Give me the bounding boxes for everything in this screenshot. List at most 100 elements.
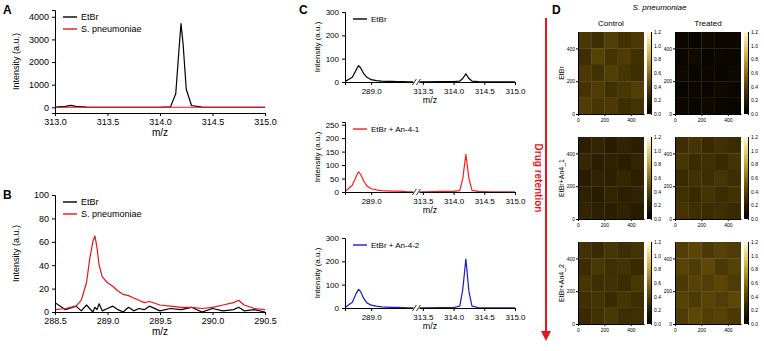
y-axis: 0100200300 [326,8,346,87]
colorbar-axis-tick-mark [748,137,749,138]
y-axis-tick-label: 0 [335,304,340,313]
y-axis-tick-mark [576,153,578,154]
y-axis-tick: 200 [326,134,345,143]
y-axis-line [52,11,56,114]
colorbar-axis-tick-mark [748,310,749,311]
heatmap-cell [578,98,592,114]
colorbar-gradient [744,32,748,114]
y-axis-tick: 300 [326,8,345,17]
x-axis-line [676,324,742,325]
colorbar-axis: 0.00.20.40.60.81.01.2 [748,29,758,117]
x-axis-tick-label: 290.0 [202,316,225,326]
colorbar-axis-tick-mark [651,283,652,284]
heatmap-cell [675,81,689,98]
x-axis-tick-mark [423,192,424,195]
legend-label: EtBr [81,12,99,22]
x-axis-line [579,114,645,115]
x-axis-tick-mark [423,82,424,85]
x-axis-tick: 313.0 [44,113,67,127]
x-axis-title: m/z [423,205,438,215]
colorbar-axis-tick-mark [651,205,652,206]
x-axis-line [56,313,266,316]
heatmap-cell [604,98,618,114]
y-axis-line [342,123,346,193]
colorbar-axis-line [748,33,749,115]
y-axis-tick: 80 [39,214,55,224]
y-axis-tick-mark [342,35,345,36]
heatmap-cell [578,153,592,170]
heatmap-cell [701,153,715,170]
y-axis-tick-label: 100 [326,161,340,170]
colorbar-axis-tick-label: 1.0 [654,148,661,154]
colorbar-gradient [647,137,651,219]
x-axis-tick-label: 0 [674,327,677,333]
colorbar-axis: 0.00.20.40.60.81.01.2 [651,29,661,117]
x-axis: 289.0313.5314.0314.5315.0 [346,308,527,322]
heatmap-cell [715,81,729,98]
x-axis: 313.0313.5314.0314.5315.0 [44,113,277,127]
heatmap-cell [604,153,618,170]
legend: EtBrS. pneumoniae [63,12,142,34]
colorbar-axis-tick-label: 0.8 [654,266,661,272]
heatmap-cell [701,65,715,82]
x-axis-tick-label: 200 [601,327,610,333]
x-axis-tick: 200 [698,324,707,333]
x-axis-tick: 314.0 [444,82,465,96]
heatmap-cell [591,98,605,114]
plot: 289.0313.5314.0314.5315.0050100150200250… [313,121,526,215]
y-axis-tick: 100 [326,281,345,290]
heatmap-cell [675,32,689,49]
heatmap-cell [578,32,592,49]
heatmap-cell [728,32,741,49]
legend-label: EtBr + An-4-1 [371,125,420,134]
colorbar-axis-tick-label: 0.4 [751,189,758,195]
x-axis-tick: 290.0 [202,312,225,326]
colorbar-axis-tick-mark [651,137,652,138]
panel-label: C [299,3,308,17]
y-axis: 0200400 [567,33,579,118]
x-axis-tick-label: 0 [577,117,580,123]
heatmap: 020040002004000.00.20.40.60.81.01.2 [664,29,759,122]
y-axis-tick-mark [576,81,578,82]
x-axis-tick-mark [160,113,161,116]
colorbar-axis-tick: 0.4 [748,294,758,300]
colorbar-axis: 0.00.20.40.60.81.01.2 [748,239,758,327]
y-axis-tick-label: 20 [39,284,49,294]
axis-break-mark [412,79,416,85]
colorbar-axis-tick-label: 0.6 [751,70,758,76]
colorbar-axis-tick: 0.8 [651,161,661,167]
colorbar-axis-tick-label: 0.6 [654,70,661,76]
x-axis-tick-mark [371,82,372,85]
x-axis-tick-label: 313.0 [44,117,67,127]
colorbar-axis-tick: 0.2 [651,202,661,208]
y-axis-tick-mark [576,219,578,220]
y-axis-title: Intensity (a.u.) [11,33,21,90]
x-axis-tick-label: 400 [724,327,733,333]
heatmap-cell [618,308,632,324]
colorbar-axis-tick-mark [748,283,749,284]
heatmap-cell [604,242,618,259]
y-axis-tick-label: 0 [572,321,575,327]
colorbar-axis-tick: 0.6 [748,280,758,286]
plot: 289.0313.5314.0314.5315.00100200300m/zIn… [313,234,526,331]
heatmap-cell [631,186,644,203]
heatmap-cell [688,203,702,219]
y-axis-line [342,13,346,83]
heatmap: 020040002004000.00.20.40.60.81.01.2 [567,239,662,332]
y-axis-tick: 3000 [29,35,55,45]
colorbar-axis-tick: 0.4 [748,84,758,90]
colorbar-axis-tick-mark [651,256,652,257]
heatmap-cell [591,186,605,203]
x-axis-tick-mark [265,312,266,315]
colorbar-axis-tick-mark [748,100,749,101]
colorbar-axis-tick: 0.4 [651,189,661,195]
legend-swatch [63,213,77,214]
y-axis-tick: 0 [335,188,345,197]
colorbar-axis-tick: 0.2 [651,97,661,103]
colorbar-axis-tick-label: 0.0 [654,321,661,327]
heatmap-cell [631,81,644,98]
heatmap-cell [715,242,729,259]
heatmap-cell [578,65,592,82]
x-axis-tick-mark [454,192,455,195]
lines [345,66,515,82]
